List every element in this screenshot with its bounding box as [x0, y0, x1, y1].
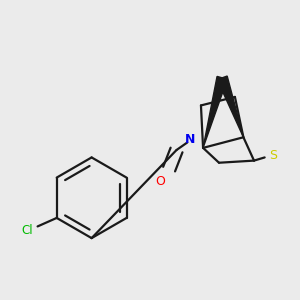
Text: O: O: [156, 175, 166, 188]
Polygon shape: [203, 76, 227, 148]
Text: Cl: Cl: [21, 224, 33, 237]
Text: S: S: [269, 149, 277, 162]
Text: N: N: [185, 133, 196, 146]
Polygon shape: [217, 76, 243, 137]
